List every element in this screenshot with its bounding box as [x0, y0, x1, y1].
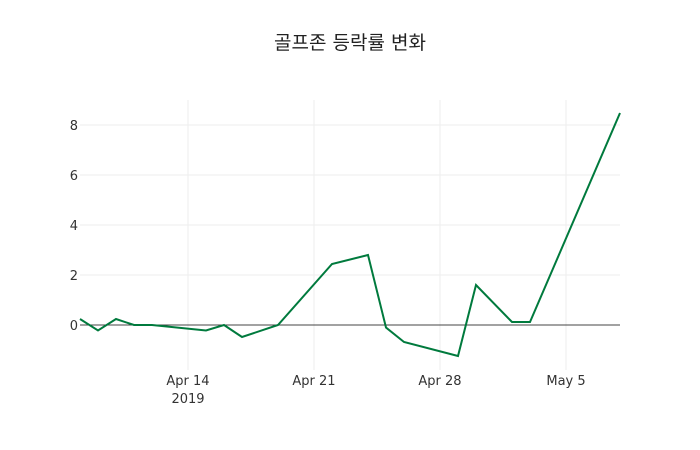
x-tick-label: Apr 28 — [418, 374, 461, 389]
grid-lines — [80, 100, 620, 370]
y-axis-ticks: 0 2 4 6 8 — [70, 119, 78, 334]
x-axis-ticks: Apr 14 2019 Apr 21 Apr 28 May 5 — [166, 374, 585, 407]
y-tick-label: 0 — [70, 319, 78, 334]
data-line — [79, 112, 621, 358]
y-tick-label: 6 — [70, 169, 78, 184]
x-tick-year-label: 2019 — [171, 392, 204, 407]
y-tick-label: 2 — [70, 269, 78, 284]
x-tick-label: Apr 21 — [292, 374, 335, 389]
chart-title: 골프존 등락률 변화 — [274, 32, 426, 54]
y-tick-label: 4 — [70, 219, 78, 234]
y-tick-label: 8 — [70, 119, 78, 134]
x-tick-label: May 5 — [546, 374, 585, 389]
x-tick-label: Apr 14 — [166, 374, 209, 389]
